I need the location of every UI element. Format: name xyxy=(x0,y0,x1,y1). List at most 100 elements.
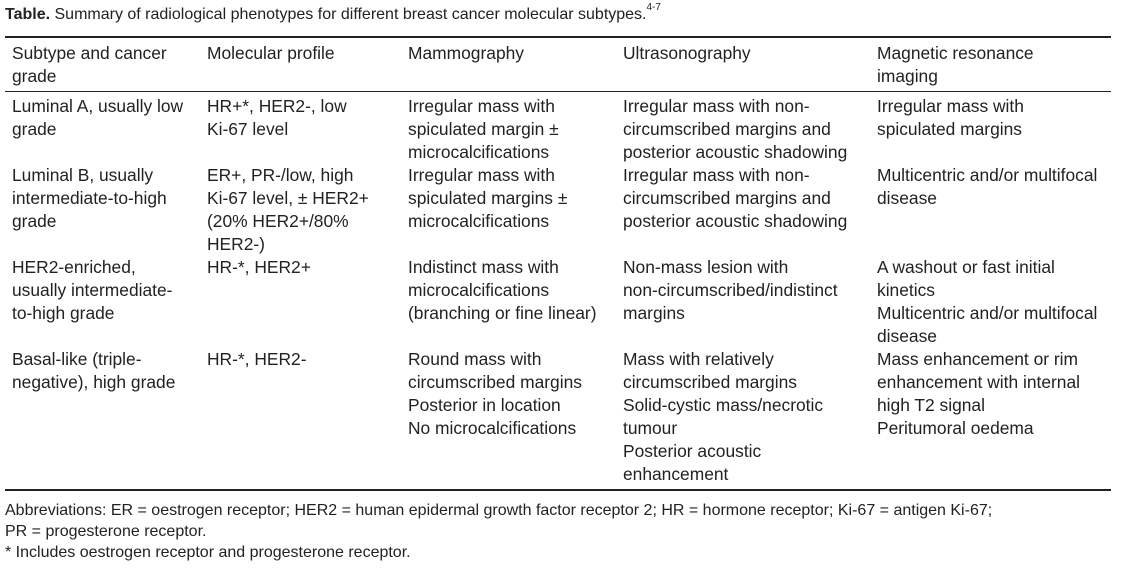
cell-line: HER2-) xyxy=(207,234,265,254)
table-cell: Irregular mass with non-circumscribed ma… xyxy=(616,92,870,165)
cell-line: Basal-like (triple- xyxy=(12,349,142,369)
table-cell: HR-*, HER2- xyxy=(200,348,401,490)
abbreviations-line: Abbreviations: ER = oestrogen receptor; … xyxy=(5,502,993,519)
cell-line: Molecular profile xyxy=(207,43,335,63)
cell-line: grade xyxy=(12,211,57,231)
table-cell: HR-*, HER2+ xyxy=(200,256,401,348)
cell-line: Luminal B, usually xyxy=(12,165,154,185)
cell-line: Irregular mass with xyxy=(408,165,555,185)
cell-line: Subtype and cancer xyxy=(12,43,167,63)
cell-line: intermediate-to-high xyxy=(12,188,167,208)
table-cell: Luminal B, usually intermediate-to-high gr… xyxy=(5,164,200,256)
header-cell-mammography: Mammography xyxy=(401,37,616,92)
table-cell: Basal-like (triple-negative), high grade xyxy=(5,348,200,490)
cell-line: circumscribed margins and xyxy=(623,188,831,208)
header-row: Subtype and cancer grade Molecular profil… xyxy=(5,37,1111,92)
cell-line: Solid-cystic mass/necrotic xyxy=(623,395,824,415)
table-cell: A washout or fast initial kinetics Multice… xyxy=(870,256,1111,348)
cell-line: Non-mass lesion with xyxy=(623,257,789,277)
table-cell: Indistinct mass with microcalcifications (… xyxy=(401,256,616,348)
cell-line: grade xyxy=(12,119,57,139)
cell-line: disease xyxy=(877,326,937,346)
table-cell: Multicentric and/or multifocal disease xyxy=(870,164,1111,256)
table-cell: Irregular mass with spiculated margin ± mi… xyxy=(401,92,616,165)
cell-line: microcalcifications xyxy=(408,211,550,231)
caption-reference: 4-7 xyxy=(646,2,661,13)
header-cell-subtype: Subtype and cancer grade xyxy=(5,37,200,92)
cell-line: ER+, PR-/low, high xyxy=(207,165,354,185)
cell-line: grade xyxy=(12,66,57,86)
caption-text: Summary of radiological phenotypes for d… xyxy=(50,6,647,23)
cell-line: spiculated margins xyxy=(877,119,1022,139)
cell-line: circumscribed margins xyxy=(623,372,797,392)
cell-line: Round mass with xyxy=(408,349,542,369)
cell-line: Irregular mass with xyxy=(408,96,555,116)
table-cell: Irregular mass with non-circumscribed ma… xyxy=(616,164,870,256)
cell-line: posterior acoustic shadowing xyxy=(623,142,848,162)
cell-line: to-high grade xyxy=(12,303,115,323)
table-footnotes: Abbreviations: ER = oestrogen receptor; … xyxy=(5,500,1111,563)
cell-line: HER2-enriched, xyxy=(12,257,136,277)
cell-line: circumscribed margins xyxy=(408,372,582,392)
table-row-basal-like: Basal-like (triple-negative), high grade… xyxy=(5,348,1111,490)
cell-line: spiculated margin ± xyxy=(408,119,559,139)
cell-line: disease xyxy=(877,188,937,208)
cell-line: (20% HER2+/80% xyxy=(207,211,349,231)
cell-line: negative), high grade xyxy=(12,372,176,392)
table-cell: Irregular mass with spiculated margins ± m… xyxy=(401,164,616,256)
abbreviations-line: PR = progesterone receptor. xyxy=(5,523,207,540)
cell-line: Multicentric and/or multifocal xyxy=(877,303,1098,323)
cell-line: microcalcifications xyxy=(408,280,550,300)
cell-line: tumour xyxy=(623,418,678,438)
table-figure: Table. Summary of radiological phenotype… xyxy=(5,2,1111,563)
cell-line: Indistinct mass with xyxy=(408,257,559,277)
caption-label: Table. xyxy=(5,6,51,23)
cell-line: Peritumoral oedema xyxy=(877,418,1034,438)
table-row-luminal-b: Luminal B, usually intermediate-to-high gr… xyxy=(5,164,1111,256)
cell-line: (branching or fine linear) xyxy=(408,303,597,323)
table-header: Subtype and cancer grade Molecular profil… xyxy=(5,37,1111,92)
table-row-her2-enriched: HER2-enriched, usually intermediate-to-hi… xyxy=(5,256,1111,348)
cell-line: Irregular mass with non- xyxy=(623,96,810,116)
cell-line: imaging xyxy=(877,66,938,86)
cell-line: HR-*, HER2- xyxy=(207,349,307,369)
table-cell: Luminal A, usually low grade xyxy=(5,92,200,165)
cell-line: A washout or fast initial xyxy=(877,257,1055,277)
cell-line: Multicentric and/or multifocal xyxy=(877,165,1098,185)
table-row-luminal-a: Luminal A, usually low grade HR+*, HER2-,… xyxy=(5,92,1111,165)
cell-line: enhancement with internal xyxy=(877,372,1081,392)
cell-line: circumscribed margins and xyxy=(623,119,831,139)
cell-line: Posterior in location xyxy=(408,395,561,415)
table-cell: HER2-enriched, usually intermediate-to-hi… xyxy=(5,256,200,348)
table-cell: Round mass with circumscribed margins Post… xyxy=(401,348,616,490)
table-caption: Table. Summary of radiological phenotype… xyxy=(5,2,1111,26)
header-cell-ultrasonography: Ultrasonography xyxy=(616,37,870,92)
cell-line: margins xyxy=(623,303,685,323)
cell-line: Ki-67 level, ± HER2+ xyxy=(207,188,369,208)
cell-line: posterior acoustic shadowing xyxy=(623,211,848,231)
cell-line: HR+*, HER2-, low xyxy=(207,96,347,116)
cell-line: enhancement xyxy=(623,464,729,484)
cell-line: Irregular mass with xyxy=(877,96,1024,116)
cell-line: Irregular mass with non- xyxy=(623,165,810,185)
cell-line: high T2 signal xyxy=(877,395,985,415)
cell-line: Mass enhancement or rim xyxy=(877,349,1079,369)
cell-line: Magnetic resonance xyxy=(877,43,1034,63)
cell-line: Ultrasonography xyxy=(623,43,751,63)
cell-line: microcalcifications xyxy=(408,142,550,162)
table-cell: Irregular mass with spiculated margins xyxy=(870,92,1111,165)
table-cell: Mass with relatively circumscribed margin… xyxy=(616,348,870,490)
table-cell: ER+, PR-/low, high Ki-67 level, ± HER2+ (2… xyxy=(200,164,401,256)
phenotype-table: Subtype and cancer grade Molecular profil… xyxy=(5,36,1111,491)
cell-line: Mass with relatively xyxy=(623,349,774,369)
cell-line: usually intermediate- xyxy=(12,280,173,300)
cell-line: kinetics xyxy=(877,280,935,300)
cell-line: No microcalcifications xyxy=(408,418,577,438)
table-cell: Non-mass lesion with non-circumscribed/in… xyxy=(616,256,870,348)
abbreviations-note: Abbreviations: ER = oestrogen receptor; … xyxy=(5,500,1111,542)
cell-line: Luminal A, usually low xyxy=(12,96,184,116)
asterisk-note: * Includes oestrogen receptor and proges… xyxy=(5,544,411,561)
table-cell: HR+*, HER2-, low Ki-67 level xyxy=(200,92,401,165)
cell-line: Mammography xyxy=(408,43,524,63)
cell-line: spiculated margins ± xyxy=(408,188,568,208)
